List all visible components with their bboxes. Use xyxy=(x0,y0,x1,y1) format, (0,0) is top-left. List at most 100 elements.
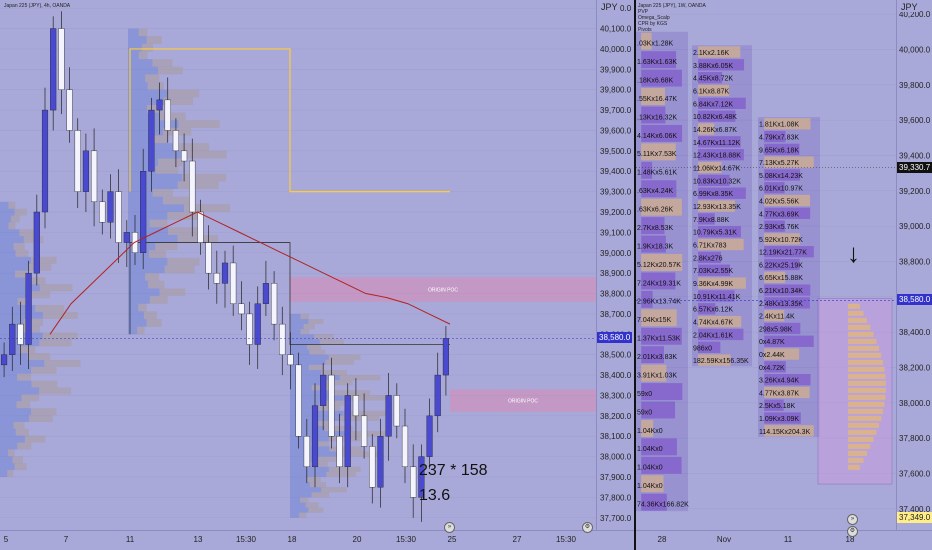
current-week-profile-bar xyxy=(848,317,868,323)
volume-profile-row xyxy=(0,311,78,319)
chart-pane-4h[interactable]: ORIGIN POC ORIGIN POC Japan 225 (JPY), 4h… xyxy=(0,0,596,530)
volume-profile-row xyxy=(290,364,325,370)
candle-body xyxy=(140,171,147,253)
footprint-bar xyxy=(698,136,741,148)
footprint-cell-label: 2.04Kx1.61K xyxy=(693,332,733,339)
volume-profile-row xyxy=(0,263,52,271)
volume-profile-row-alt xyxy=(308,364,325,370)
footprint-cell-label: 4.02Kx5.56K xyxy=(759,198,799,205)
volume-profile-row-alt xyxy=(24,435,46,443)
current-week-profile-bar xyxy=(848,408,884,414)
volume-profile-row xyxy=(128,273,160,281)
volume-profile-row-alt xyxy=(21,394,40,402)
y-tick-label-1w: 38,400.0 xyxy=(899,328,931,337)
chart-legend-4h: Japan 225 (JPY), 4h, OANDA xyxy=(4,3,71,9)
volume-profile-row-alt xyxy=(13,421,25,429)
footprint-cell-label: 6.01Kx10.97K xyxy=(759,186,803,193)
x-tick-label-4h: 27 xyxy=(512,535,522,544)
volume-profile-row-alt xyxy=(159,112,186,121)
volume-profile-row-alt xyxy=(162,196,192,205)
footprint-bar xyxy=(641,254,683,271)
level-line-mid xyxy=(129,242,450,345)
footprint-cell-label: 2.8Kx276 xyxy=(693,255,723,262)
time-axis-4h[interactable]: 5 7 11 13 15:30 18 20 15:30 25 27 15:30 xyxy=(0,530,634,550)
volume-profile-row-alt xyxy=(138,51,148,60)
footprint-cell-label: 0x2.44K xyxy=(759,352,785,359)
volume-profile-row xyxy=(128,143,210,151)
layout-splitter[interactable] xyxy=(634,0,636,550)
footprint-bar xyxy=(641,309,677,327)
volume-profile-row xyxy=(128,150,227,159)
candle-body xyxy=(58,28,65,90)
y-tick-label-4h: 39,000.0 xyxy=(600,249,632,258)
current-price-tag-1w: 38,580.0 xyxy=(897,294,932,306)
y-tick-label-1w: 40,000.0 xyxy=(899,45,931,54)
price-axis-1w[interactable]: 40,200.0 40,000.0 39,800.0 39,600.0 39,400.0… xyxy=(896,0,932,530)
chart-1w-canvas[interactable]: .03Kx1.28K 1.63Kx1.63K .18Kx6.68K .55Kx16.4… xyxy=(636,0,896,530)
candle-body xyxy=(230,262,237,304)
vwap-line xyxy=(49,211,451,335)
volume-profile-row-alt xyxy=(28,415,53,422)
volume-profile-row xyxy=(0,270,28,278)
volume-profile-row-alt xyxy=(326,471,356,477)
volume-profile-row xyxy=(290,354,361,360)
x-tick-label-4h: 7 xyxy=(63,535,69,544)
candle-body xyxy=(213,272,220,284)
annotation-size: 237 * 158 xyxy=(419,462,488,479)
volume-profile-row-alt xyxy=(149,296,168,304)
footprint-bar xyxy=(698,97,746,109)
footprint-cell-label: 2.4Kx11.4K xyxy=(759,314,795,321)
candle-body xyxy=(279,323,286,355)
chart-4h-canvas[interactable]: ORIGIN POC ORIGIN POC xyxy=(0,0,596,530)
annotation-ratio: 13.6 xyxy=(419,487,451,504)
volume-profile-row-alt xyxy=(321,487,347,493)
footprint-cell-label: 59x0 xyxy=(637,409,652,416)
price-axis-4h[interactable]: 40,200.040,100.040,000.039,900.039,800.0… xyxy=(596,0,635,530)
current-price-tag-4h: 38,580.0 xyxy=(597,332,633,344)
settings-icon[interactable]: ⚙ xyxy=(582,522,593,533)
footprint-bar xyxy=(764,182,785,194)
volume-profile-row-alt xyxy=(316,456,339,462)
y-tick-label-1w: 39,800.0 xyxy=(899,81,931,90)
current-week-profile-bar xyxy=(848,310,864,316)
scroll-to-realtime-button[interactable]: » xyxy=(444,522,455,533)
footprint-cell-label: 4.79Kx7.83K xyxy=(759,135,799,142)
volume-profile-row-alt xyxy=(172,143,210,151)
volume-profile-row-alt xyxy=(15,249,29,257)
footprint-cell-label: 2.01Kx3.83K xyxy=(637,354,677,361)
footprint-bar xyxy=(641,235,666,253)
volume-profile-row xyxy=(128,89,200,98)
volume-profile-row-alt xyxy=(178,120,220,128)
volume-profile-row xyxy=(0,463,27,471)
footprint-bar xyxy=(698,84,730,97)
footprint-bar xyxy=(764,399,784,411)
volume-profile-row-alt xyxy=(314,334,334,340)
candle-body xyxy=(25,272,32,345)
volume-profile-row-alt xyxy=(39,339,72,347)
footprint-cell-label: 5.92Kx10.72K xyxy=(759,237,803,244)
volume-profile-row xyxy=(0,236,44,244)
candle-body xyxy=(361,415,368,447)
footprint-bar xyxy=(641,88,665,106)
chart-pane-1w[interactable]: .03Kx1.28K 1.63Kx1.63K .18Kx6.68K .55Kx16.4… xyxy=(636,0,896,530)
scroll-to-realtime-button-1w[interactable]: » xyxy=(847,514,858,525)
volume-profile-row xyxy=(290,339,345,345)
volume-profile-row-alt xyxy=(44,360,81,367)
poc-zone-label: ORIGIN POC xyxy=(508,399,538,405)
time-axis-1w[interactable]: 28 Nov 11 18 xyxy=(636,530,932,550)
volume-profile-row-alt xyxy=(138,28,148,37)
settings-icon-1w[interactable]: ⚙ xyxy=(847,526,858,537)
volume-profile-row-alt xyxy=(8,222,16,230)
footprint-cell-label: 5.08Kx14.23K xyxy=(759,173,803,180)
footprint-bar xyxy=(641,180,677,198)
volume-profile-row xyxy=(0,222,16,230)
current-week-profile-bar xyxy=(848,373,886,379)
volume-profile-row-alt xyxy=(148,280,165,289)
volume-profile-row-alt xyxy=(31,380,58,388)
volume-profile-row-alt xyxy=(137,326,145,335)
candle-body xyxy=(328,374,335,437)
footprint-bar xyxy=(641,161,653,179)
footprint-cell-label: 4.45Kx8.72K xyxy=(693,76,733,83)
volume-profile-row xyxy=(0,229,36,237)
candle-body xyxy=(181,150,188,162)
